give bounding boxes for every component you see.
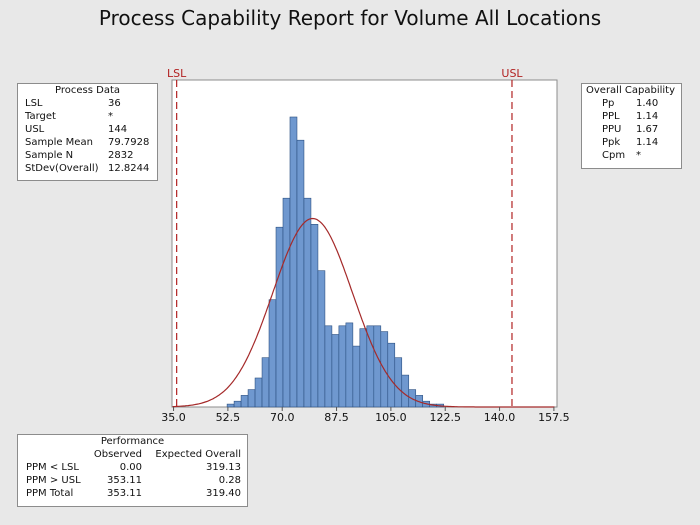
- row-value: 1.67: [636, 124, 659, 135]
- x-tick-label: 157.5: [538, 411, 570, 424]
- x-axis: 35.0 52.5 70.0 87.5 105.0 122.5 140.0 157.5: [161, 407, 570, 424]
- histogram-bar: [317, 270, 326, 408]
- process-data-row: LSL 36: [18, 97, 157, 110]
- observed-header: Observed: [93, 449, 142, 460]
- row-value: 79.7928: [108, 137, 150, 148]
- row-label: Target: [25, 111, 56, 122]
- x-tick-label: 87.5: [324, 411, 349, 424]
- histogram-bar: [296, 139, 305, 408]
- row-label: PPU: [602, 124, 622, 135]
- histogram-bar: [282, 197, 291, 408]
- spec-limit-label: USL: [501, 67, 523, 80]
- row-value: 12.8244: [108, 163, 150, 174]
- row-value: 144: [108, 124, 128, 135]
- performance-row: PPM < LSL 0.00 319.13: [18, 461, 247, 474]
- spec-limit-lines: LSL USL: [167, 67, 523, 407]
- process-data-row: Target *: [18, 110, 157, 123]
- overall-capability-panel: Overall Capability Pp 1.40 PPL 1.14 PPU 1.6…: [581, 83, 682, 169]
- chart-title: Process Capability Report for Volume All…: [98, 6, 602, 30]
- histogram-bar: [352, 345, 361, 408]
- row-value: 1.14: [636, 137, 659, 148]
- histogram-bar: [310, 224, 319, 408]
- histogram-bar: [254, 377, 263, 408]
- histogram-bar: [359, 328, 368, 408]
- process-data-title: Process Data: [55, 85, 120, 96]
- observed-value: 353.11: [107, 488, 142, 499]
- process-data-row: Sample Mean 79.7928: [18, 136, 157, 149]
- capability-row: PPU 1.67: [582, 123, 681, 136]
- row-label: PPM Total: [26, 488, 74, 499]
- observed-value: 353.11: [107, 475, 142, 486]
- row-label: StDev(Overall): [25, 163, 99, 174]
- row-label: Ppk: [602, 137, 621, 148]
- row-value: *: [108, 111, 113, 122]
- expected-value: 0.28: [218, 475, 241, 486]
- x-tick-label: 140.0: [484, 411, 516, 424]
- performance-title: Performance: [100, 436, 165, 447]
- histogram-bar: [366, 325, 375, 408]
- x-tick-label: 35.0: [161, 411, 186, 424]
- x-tick-label: 52.5: [216, 411, 241, 424]
- expected-value: 319.40: [206, 488, 241, 499]
- observed-value: 0.00: [119, 462, 142, 473]
- histogram-bar: [240, 395, 249, 408]
- process-data-row: USL 144: [18, 123, 157, 136]
- capability-row: Ppk 1.14: [582, 136, 681, 149]
- row-label: PPM < LSL: [26, 462, 79, 473]
- row-label: Sample Mean: [25, 137, 93, 148]
- row-value: 2832: [108, 150, 134, 161]
- normal-curve: [172, 217, 555, 408]
- row-label: USL: [25, 124, 45, 135]
- histogram-bar: [233, 400, 242, 408]
- histogram-bar: [373, 325, 382, 408]
- row-label: PPL: [602, 111, 620, 122]
- row-label: Sample N: [25, 150, 74, 161]
- expected-header: Expected Overall: [155, 449, 241, 460]
- x-tick-label: 122.5: [429, 411, 461, 424]
- performance-header-row: Observed Expected Overall: [18, 448, 247, 461]
- row-value: 1.14: [636, 111, 659, 122]
- performance-row: PPM > USL 353.11 0.28: [18, 474, 247, 487]
- histogram-bar: [338, 325, 347, 408]
- row-label: LSL: [25, 98, 43, 109]
- spec-limit-label: LSL: [167, 67, 187, 80]
- capability-row: Pp 1.40: [582, 97, 681, 110]
- x-tick-label: 70.0: [270, 411, 295, 424]
- histogram-bar: [401, 374, 410, 408]
- row-label: Cpm: [602, 150, 626, 161]
- row-label: PPM > USL: [26, 475, 81, 486]
- process-data-panel: Process Data LSL 36 Target * USL 144 Sample…: [17, 83, 158, 181]
- row-value: *: [636, 150, 641, 161]
- row-label: Pp: [602, 98, 615, 109]
- process-data-row: StDev(Overall) 12.8244: [18, 162, 157, 175]
- histogram-bar: [268, 299, 277, 408]
- histogram-bar: [324, 325, 333, 408]
- histogram-bar: [226, 403, 235, 408]
- capability-row: PPL 1.14: [582, 110, 681, 123]
- histogram-bar: [331, 334, 340, 408]
- histogram-bar: [345, 322, 354, 408]
- histogram-bar: [289, 116, 298, 408]
- histogram-bar: [247, 389, 256, 408]
- row-value: 1.40: [636, 98, 659, 109]
- histogram-bar: [387, 342, 396, 408]
- capability-row: Cpm *: [582, 149, 681, 162]
- histogram-bar: [261, 357, 270, 408]
- histogram-bar: [303, 197, 312, 408]
- performance-row: PPM Total 353.11 319.40: [18, 487, 247, 500]
- histogram-bar: [394, 357, 403, 408]
- histogram-bar: [275, 226, 284, 408]
- performance-panel: Performance Observed Expected Overall PP…: [17, 434, 248, 507]
- overall-capability-title: Overall Capability: [586, 85, 676, 96]
- expected-value: 319.13: [206, 462, 241, 473]
- row-value: 36: [108, 98, 121, 109]
- process-data-row: Sample N 2832: [18, 149, 157, 162]
- histogram-bars: [226, 116, 444, 408]
- x-tick-label: 105.0: [375, 411, 407, 424]
